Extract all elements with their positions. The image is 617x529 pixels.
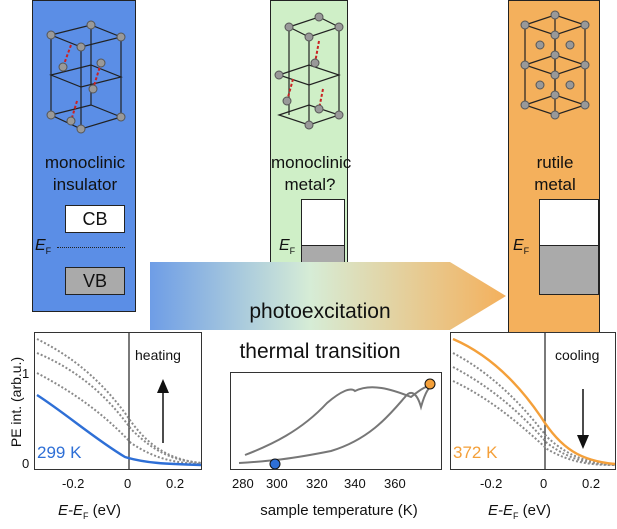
x-axis-label: E-EF (eV) xyxy=(58,502,122,521)
panel-title-line2: insulator xyxy=(52,175,118,194)
y-tick-1: 1 xyxy=(22,366,30,381)
monoclinic-metal-panel: monoclinic metal? EF xyxy=(270,0,352,310)
x-tick: 300 xyxy=(266,476,288,491)
heating-annotation: heating xyxy=(135,347,181,363)
hysteresis-cooling-branch xyxy=(244,384,436,456)
spectrum-gray-2 xyxy=(36,352,202,464)
y-tick-0: 0 xyxy=(22,456,30,471)
cooling-annotation: cooling xyxy=(555,347,600,363)
x-axis-label: E-EF (eV) xyxy=(488,502,552,521)
band-filling-box xyxy=(539,199,599,295)
spectrum-gray-3 xyxy=(36,372,202,465)
monoclinic-metal-lattice-illustration xyxy=(274,12,344,130)
marker-372K xyxy=(424,378,436,390)
hysteresis-svg xyxy=(238,378,436,470)
fermi-level-label: EF xyxy=(279,237,296,257)
temperature-hysteresis-plot xyxy=(230,372,442,470)
x-tick: 0 xyxy=(124,476,132,491)
cooling-spectra-svg xyxy=(452,333,616,469)
monoclinic-lattice-illustration xyxy=(46,20,126,134)
panel-title-line2: metal xyxy=(534,175,576,194)
spectrum-gray-3 xyxy=(452,380,616,466)
spectrum-orange-372K xyxy=(452,337,616,466)
x-tick: 0 xyxy=(540,476,548,491)
monoclinic-insulator-panel: monoclinic insulator CB EF VB xyxy=(32,0,136,312)
conduction-band-box: CB xyxy=(65,205,125,233)
fermi-level-dotted-line xyxy=(57,247,125,248)
rutile-lattice-illustration xyxy=(520,10,590,120)
thermal-transition-label: thermal transition xyxy=(239,340,401,363)
panel-title-line1: rutile xyxy=(536,153,574,172)
fermi-level-label: EF xyxy=(513,237,530,257)
panel-title-line1: monoclinic xyxy=(271,153,352,172)
spectrum-blue-299K xyxy=(36,393,202,467)
x-tick: 0.2 xyxy=(166,476,185,491)
temperature-label-372K: 372 K xyxy=(453,443,498,462)
panel-title-line2: metal? xyxy=(284,175,336,194)
heating-spectra-svg xyxy=(36,333,202,469)
photoexcitation-label: photoexcitation xyxy=(249,300,391,323)
rutile-metal-panel: rutile metal EF xyxy=(508,0,600,338)
marker-299K xyxy=(269,458,281,470)
photoexcitation-arrow xyxy=(150,262,506,330)
temperature-label-299K: 299 K xyxy=(37,443,82,462)
x-tick: -0.2 xyxy=(62,476,85,491)
x-axis-label: sample temperature (K) xyxy=(260,502,418,519)
cooling-spectra-plot: cooling 372 K xyxy=(450,332,616,470)
fermi-level-label: EF xyxy=(35,237,52,257)
spectrum-gray-1 xyxy=(36,338,202,464)
spectrum-gray-1 xyxy=(452,352,616,465)
x-tick: -0.2 xyxy=(480,476,503,491)
y-axis-label: PE int. (arb.u.) xyxy=(8,356,24,448)
x-tick: 320 xyxy=(306,476,328,491)
valence-band-box: VB xyxy=(65,267,125,295)
x-tick: 360 xyxy=(384,476,406,491)
heating-spectra-plot: heating 299 K xyxy=(34,332,202,470)
panel-title-line1: monoclinic xyxy=(44,153,126,172)
spectrum-gray-2 xyxy=(452,366,616,466)
hysteresis-heating-branch xyxy=(238,384,436,464)
x-tick: 280 xyxy=(232,476,254,491)
x-tick: 0.2 xyxy=(582,476,601,491)
x-tick: 340 xyxy=(344,476,366,491)
